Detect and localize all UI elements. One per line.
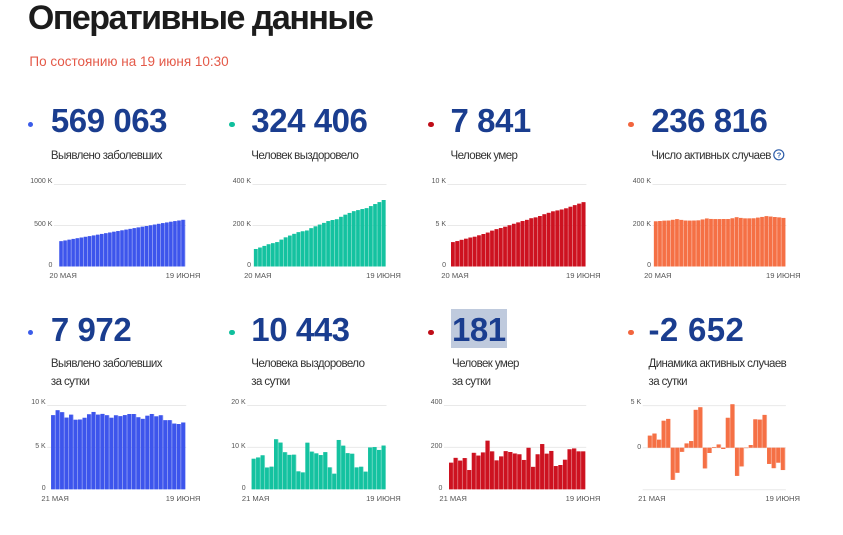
svg-text:?: ?: [777, 151, 782, 160]
